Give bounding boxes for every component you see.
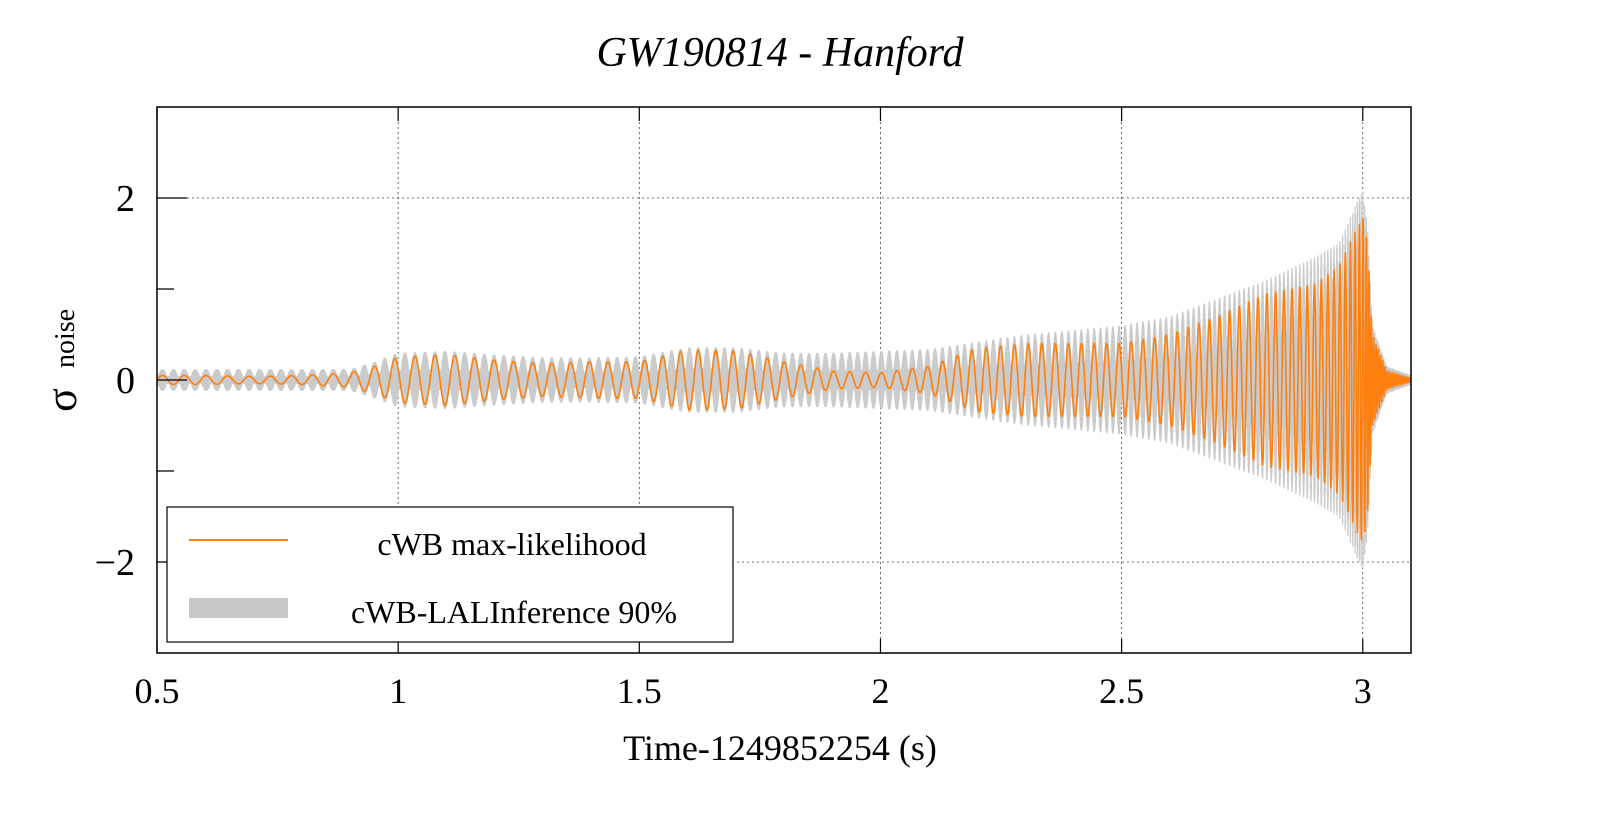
y-tick-label: 2 [116, 178, 135, 220]
max-likelihood-line [156, 217, 1412, 541]
x-tick-label: 2.5 [1099, 671, 1144, 711]
x-tick-label: 1 [389, 671, 407, 711]
y-tick-label: −2 [95, 542, 135, 584]
y-axis-label: σ noise [37, 309, 86, 412]
y-axis-label-subscript: noise [50, 309, 81, 368]
legend-label-band: cWB-LALInference 90% [351, 594, 677, 630]
x-axis-label: Time-1249852254 (s) [623, 728, 937, 768]
x-tick-label: 2 [871, 671, 889, 711]
chart-title: GW190814 - Hanford [596, 30, 964, 76]
tick-labels: 0.5 1 1.5 2 2.5 3 −2 0 2 [95, 178, 1372, 711]
line-layer [156, 217, 1412, 541]
y-tick-label: 0 [116, 360, 135, 402]
legend-box [166, 506, 734, 643]
legend: cWB max-likelihood cWB-LALInference 90% [166, 506, 734, 643]
x-tick-label: 1.5 [617, 671, 662, 711]
y-axis-label-symbol: σ [37, 388, 86, 412]
legend-label-ml: cWB max-likelihood [377, 526, 646, 562]
x-tick-label: 0.5 [135, 671, 180, 711]
x-tick-label: 3 [1354, 671, 1372, 711]
legend-band-swatch [189, 598, 288, 618]
